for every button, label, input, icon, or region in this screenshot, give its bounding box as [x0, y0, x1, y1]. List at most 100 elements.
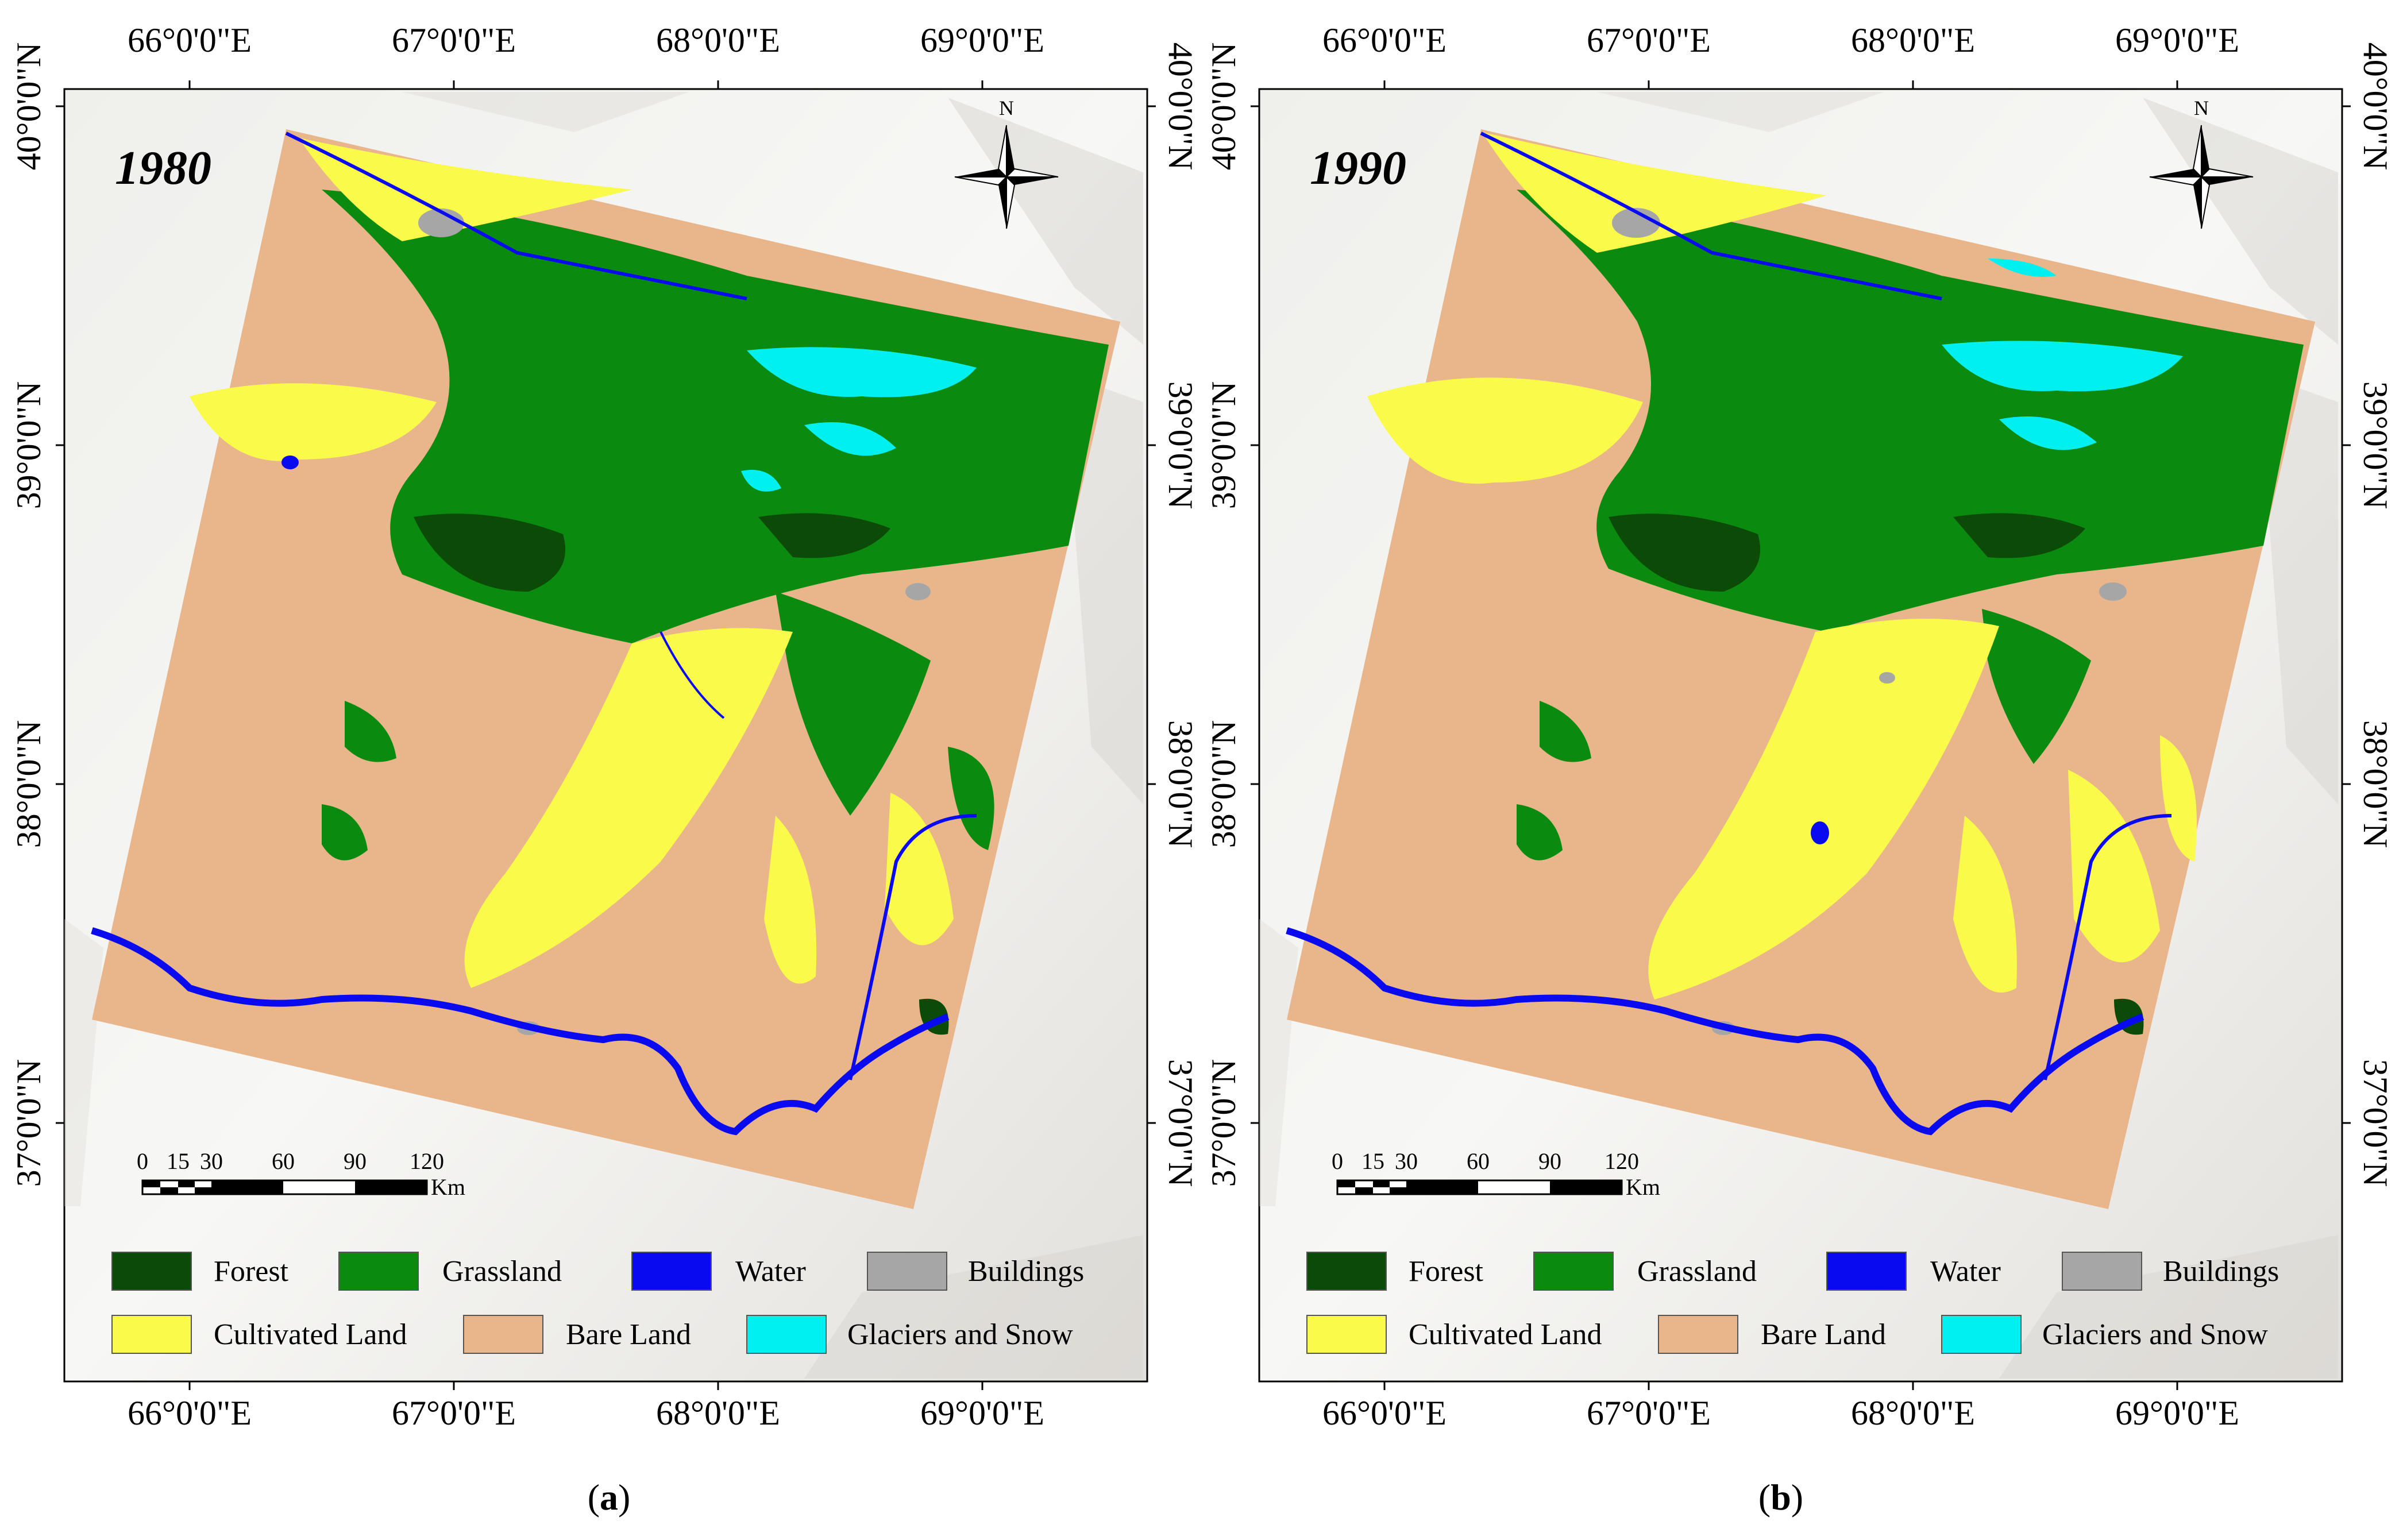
- lat-label-right: 39°0'0"N: [2356, 381, 2390, 510]
- longitude-labels: 66°0'0"E 67°0'0"E 68°0'0"E 69°0'0"E 66°0…: [128, 21, 1044, 1432]
- legend-swatch-grassland: [338, 1252, 419, 1291]
- graticule-ticks: [1251, 80, 2351, 1390]
- lon-label-top: 66°0'0"E: [1322, 21, 1447, 59]
- lake: [281, 456, 299, 469]
- scale-tick-label: 15: [1361, 1148, 1384, 1174]
- lon-label-top: 66°0'0"E: [128, 21, 252, 59]
- lon-label-bottom: 69°0'0"E: [920, 1394, 1044, 1432]
- lat-label-left: 40°0'0"N: [1205, 43, 1243, 171]
- legend-label: Cultivated Land: [214, 1318, 407, 1351]
- lat-label-left: 39°0'0"N: [10, 381, 48, 510]
- legend-label: Bare Land: [566, 1318, 691, 1351]
- lon-label-bottom: 66°0'0"E: [128, 1394, 252, 1432]
- legend-label: Water: [735, 1255, 806, 1288]
- legend-label: Glaciers and Snow: [847, 1318, 1073, 1351]
- cultivated-areas: [1367, 132, 2197, 999]
- north-arrow-icon: [2149, 125, 2254, 229]
- lon-label-bottom: 67°0'0"E: [1587, 1394, 1711, 1432]
- scale-tick-label: 30: [200, 1148, 223, 1174]
- lat-label-right: 38°0'0"N: [2356, 720, 2390, 848]
- scale-bar: 0 15 30 60 90 120 Km: [137, 1148, 465, 1200]
- map-panel-1990: 66°0'0"E 67°0'0"E 68°0'0"E 69°0'0"E 66°0…: [1195, 0, 2390, 1540]
- lon-label-bottom: 67°0'0"E: [392, 1394, 516, 1432]
- legend-label: Bare Land: [1761, 1318, 1886, 1351]
- cultivated-areas: [190, 138, 954, 988]
- lat-label-right: 37°0'0"N: [1162, 1059, 1195, 1187]
- lat-label-right: 38°0'0"N: [1162, 720, 1195, 848]
- map-figure: 66°0'0"E 67°0'0"E 68°0'0"E 69°0'0"E 66°0…: [1205, 21, 2390, 1432]
- legend-swatch-buildings: [2062, 1252, 2142, 1291]
- legend-swatch-buildings: [867, 1252, 947, 1291]
- scale-tick-label: 90: [344, 1148, 367, 1174]
- lon-label-top: 68°0'0"E: [656, 21, 780, 59]
- latitude-labels: 40°0'0"N 39°0'0"N 38°0'0"N 37°0'0"N 40°0…: [10, 43, 1195, 1187]
- scale-tick-label: 30: [1395, 1148, 1418, 1174]
- lake: [1811, 821, 1829, 844]
- longitude-labels: 66°0'0"E 67°0'0"E 68°0'0"E 69°0'0"E 66°0…: [1322, 21, 2239, 1432]
- scale-unit: Km: [1626, 1174, 1660, 1200]
- legend-swatch-grassland: [1533, 1252, 1614, 1291]
- legend: Forest Grassland Water Buildings Cultiva…: [1306, 1252, 2279, 1354]
- lat-label-right: 37°0'0"N: [2356, 1059, 2390, 1187]
- scale-tick-label: 0: [1332, 1148, 1343, 1174]
- legend-swatch-glaciers-and-snow: [1941, 1315, 2022, 1354]
- north-arrow-icon: [954, 125, 1059, 229]
- lat-label-left: 38°0'0"N: [10, 720, 48, 848]
- legend-label: Forest: [1409, 1255, 1484, 1288]
- map-panel-1980: 66°0'0"E 67°0'0"E 68°0'0"E 69°0'0"E 66°0…: [0, 0, 1195, 1540]
- north-label: N: [2194, 97, 2209, 119]
- scale-tick-label: 60: [272, 1148, 295, 1174]
- lon-label-top: 68°0'0"E: [1851, 21, 1975, 59]
- lon-label-top: 67°0'0"E: [1587, 21, 1711, 59]
- lon-label-top: 69°0'0"E: [2115, 21, 2239, 59]
- lat-label-right: 39°0'0"N: [1162, 381, 1195, 510]
- legend-label: Glaciers and Snow: [2042, 1318, 2268, 1351]
- legend-label: Buildings: [2163, 1255, 2279, 1288]
- caption-letter: a: [600, 1477, 618, 1518]
- legend-label: Forest: [214, 1255, 289, 1288]
- panel-caption: (a): [587, 1477, 631, 1518]
- lon-label-top: 69°0'0"E: [920, 21, 1044, 59]
- graticule-ticks: [56, 80, 1156, 1390]
- legend-label: Buildings: [968, 1255, 1084, 1288]
- panel-caption: (b): [1758, 1477, 1804, 1518]
- legend-swatch-cultivated-land: [111, 1315, 192, 1354]
- scale-tick-label: 60: [1467, 1148, 1490, 1174]
- lat-label-left: 37°0'0"N: [10, 1059, 48, 1187]
- forest-areas: [1609, 513, 2144, 1035]
- legend-swatch-water: [631, 1252, 712, 1291]
- legend-swatch-bare-land: [1658, 1315, 1738, 1354]
- legend-label: Cultivated Land: [1409, 1318, 1602, 1351]
- lon-label-bottom: 68°0'0"E: [656, 1394, 780, 1432]
- scale-tick-label: 90: [1538, 1148, 1561, 1174]
- lat-label-left: 39°0'0"N: [1205, 381, 1243, 510]
- legend-swatch-glaciers-and-snow: [746, 1315, 827, 1354]
- lon-label-top: 67°0'0"E: [392, 21, 516, 59]
- legend-swatch-cultivated-land: [1306, 1315, 1387, 1354]
- scale-unit: Km: [431, 1174, 465, 1200]
- lat-label-left: 37°0'0"N: [1205, 1059, 1243, 1187]
- scale-tick-label: 120: [410, 1148, 444, 1174]
- lon-label-bottom: 68°0'0"E: [1851, 1394, 1975, 1432]
- legend-swatch-water: [1826, 1252, 1907, 1291]
- legend-swatch-forest: [1306, 1252, 1387, 1291]
- legend-swatch-forest: [111, 1252, 192, 1291]
- lat-label-right: 40°0'0"N: [1162, 43, 1195, 171]
- map-figure: 66°0'0"E 67°0'0"E 68°0'0"E 69°0'0"E 66°0…: [10, 21, 1195, 1432]
- legend-label: Grassland: [442, 1255, 562, 1288]
- glacier-areas: [1942, 258, 2183, 450]
- lon-label-bottom: 69°0'0"E: [2115, 1394, 2239, 1432]
- legend-label: Grassland: [1637, 1255, 1757, 1288]
- lon-label-bottom: 66°0'0"E: [1322, 1394, 1447, 1432]
- scale-tick-label: 15: [167, 1148, 190, 1174]
- scale-tick-label: 0: [137, 1148, 148, 1174]
- lat-label-left: 40°0'0"N: [10, 43, 48, 171]
- scale-tick-label: 120: [1604, 1148, 1639, 1174]
- legend-label: Water: [1930, 1255, 2001, 1288]
- map-year-label: 1980: [115, 141, 211, 195]
- latitude-labels: 40°0'0"N 39°0'0"N 38°0'0"N 37°0'0"N 40°0…: [1205, 43, 2390, 1187]
- map-year-label: 1990: [1310, 141, 1406, 195]
- legend: Forest Grassland Water Buildings Cultiva…: [111, 1252, 1084, 1354]
- glacier-areas: [741, 347, 977, 492]
- water-bodies: [91, 132, 977, 1136]
